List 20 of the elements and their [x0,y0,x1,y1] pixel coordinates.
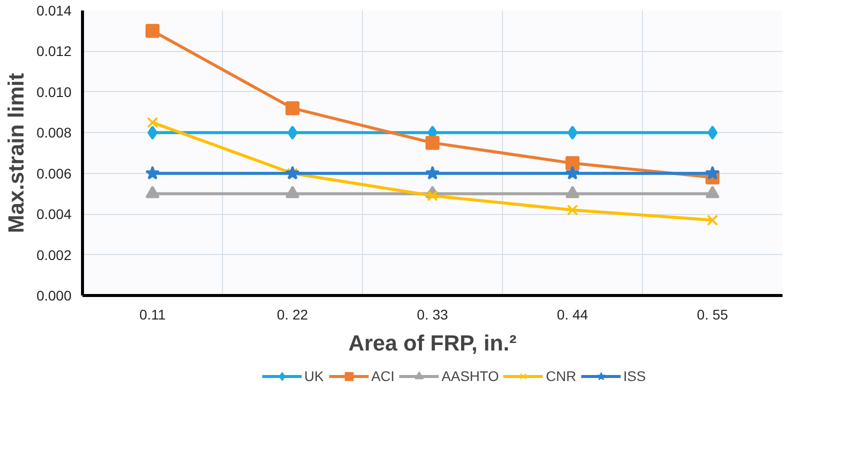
y-tick-label: 0.012 [36,43,72,60]
y-tick-label: 0.004 [36,206,72,222]
y-tick-label: 0.006 [36,165,72,182]
legend-label: AASHTO [442,368,499,384]
legend-label: ACI [371,368,395,384]
x-tick-label: 0. 33 [416,306,448,322]
legend-label: CNR [546,368,576,384]
x-tick-label: 0. 44 [556,306,588,322]
legend-label: ISS [623,368,646,384]
y-tick-label: 0.014 [36,2,72,18]
y-tick-label: 0.010 [36,84,72,100]
x-tick-label: 0.11 [139,306,166,322]
x-tick-label: 0. 55 [696,306,728,322]
x-tick-label: 0. 22 [276,306,308,322]
y-axis-title: Max.strain limit [3,72,28,234]
y-tick-label: 0.000 [36,288,72,304]
legend-label: UK [304,368,324,384]
y-tick-label: 0.008 [36,124,72,141]
y-tick-label: 0.002 [36,246,72,263]
x-axis-title: Area of FRP, in.² [348,330,517,356]
